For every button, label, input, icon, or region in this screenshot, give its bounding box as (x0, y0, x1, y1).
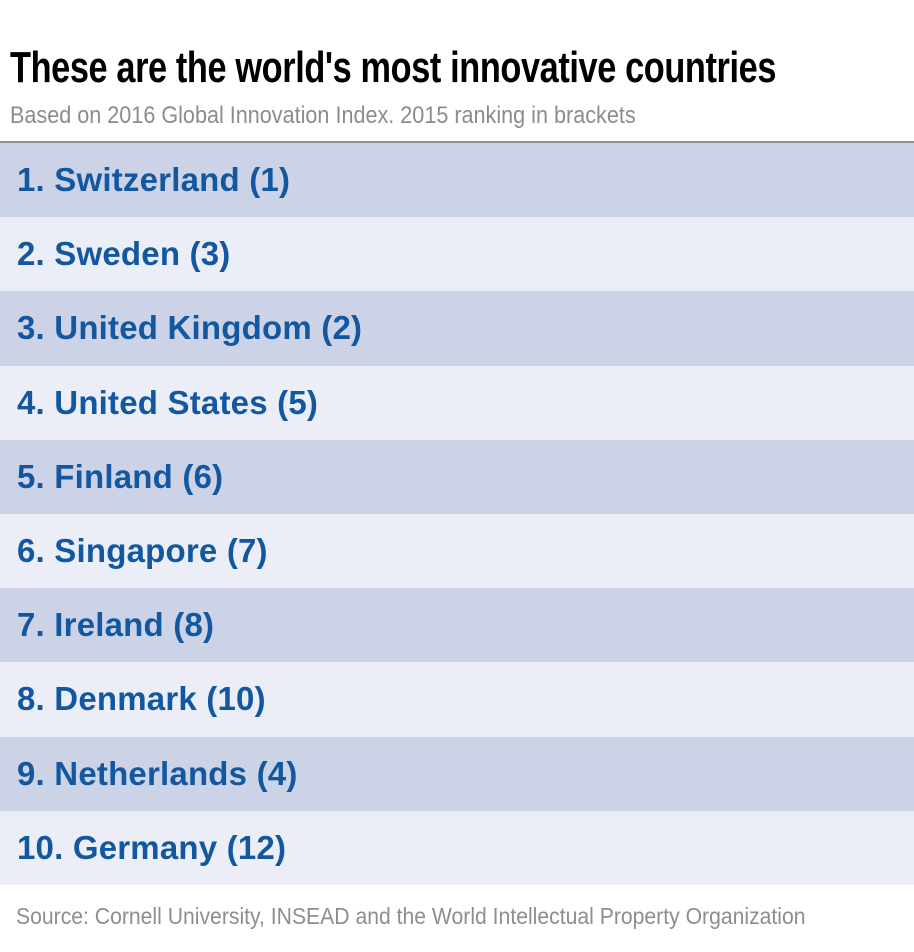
ranking-row: 1. Switzerland (1) (0, 143, 914, 218)
ranking-row: 3. United Kingdom (2) (0, 291, 914, 366)
header: These are the world's most innovative co… (0, 0, 914, 128)
ranking-row-label: 5. Finland (6) (17, 457, 224, 495)
ranking-row-label: 9. Netherlands (4) (17, 754, 298, 792)
ranking-table: 1. Switzerland (1) 2. Sweden (3) 3. United… (0, 141, 914, 885)
ranking-row: 7. Ireland (8) (0, 588, 914, 663)
ranking-row-label: 10. Germany (12) (17, 828, 287, 866)
ranking-row-label: 1. Switzerland (1) (17, 161, 291, 199)
ranking-row-label: 8. Denmark (10) (17, 680, 266, 718)
ranking-row: 5. Finland (6) (0, 439, 914, 514)
ranking-row-label: 7. Ireland (8) (17, 606, 215, 644)
page-title: These are the world's most innovative co… (10, 46, 904, 90)
ranking-row-label: 3. United Kingdom (2) (17, 309, 363, 347)
ranking-row-label: 6. Singapore (7) (17, 532, 268, 570)
source-note-text: Source: Cornell University, INSEAD and t… (16, 902, 806, 929)
page-title-text: These are the world's most innovative co… (10, 43, 777, 92)
ranking-row: 6. Singapore (7) (0, 513, 914, 589)
ranking-row: 10. Germany (12) (0, 810, 914, 885)
ranking-row: 8. Denmark (10) (0, 662, 914, 737)
ranking-row: 9. Netherlands (4) (0, 736, 914, 811)
page-subtitle-text: Based on 2016 Global Innovation Index. 2… (10, 102, 636, 129)
ranking-row: 4. United States (5) (0, 365, 914, 440)
ranking-row: 2. Sweden (3) (0, 217, 914, 292)
ranking-row-label: 2. Sweden (3) (17, 235, 231, 273)
source-note: Source: Cornell University, INSEAD and t… (0, 902, 914, 929)
ranking-row-label: 4. United States (5) (17, 383, 319, 421)
page-subtitle: Based on 2016 Global Innovation Index. 2… (10, 104, 904, 128)
